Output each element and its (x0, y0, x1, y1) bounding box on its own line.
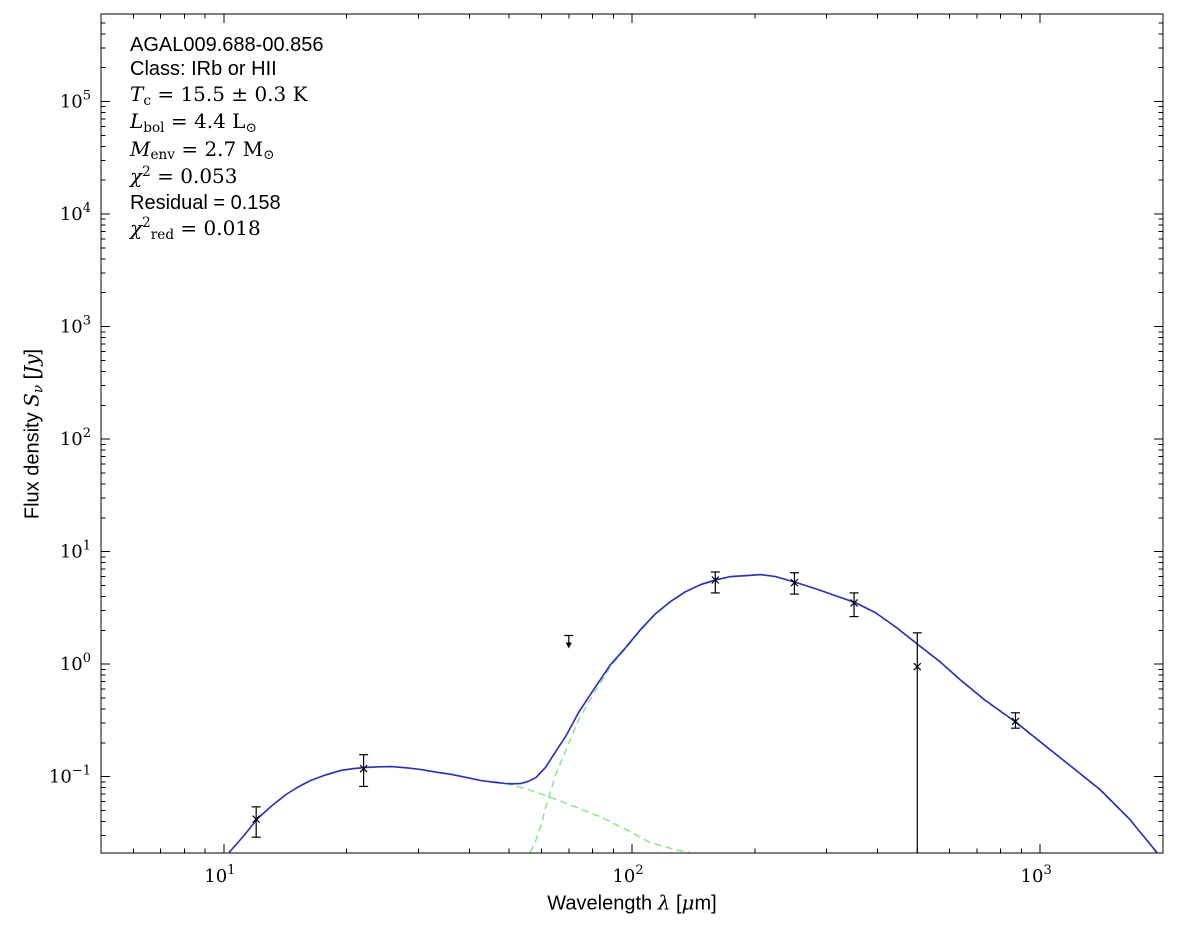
tick-label: 103 (1021, 863, 1052, 887)
tick-label: 104 (60, 201, 91, 225)
mass-line: Menv = 2.7 M⊙ (130, 136, 275, 164)
x-marker (913, 662, 922, 671)
axis-ticks (101, 14, 1163, 853)
data-point (1010, 712, 1020, 729)
temperature-line: Tc = 15.5 ± 0.3 K (130, 81, 308, 109)
fit-parameters-annotation: AGAL009.688-00.856 Class: IRb or HII Tc … (130, 33, 324, 243)
cold-component-curve (529, 574, 1158, 854)
residual-line: Residual = 0.158 (130, 192, 281, 215)
class-line: Class: IRb or HII (130, 58, 277, 81)
luminosity-line: Lbol = 4.4 L⊙ (130, 109, 257, 137)
y-axis-label: Flux density Sν [Jy] (19, 348, 47, 520)
tick-label: 10−1 (49, 764, 91, 788)
x-marker (1011, 717, 1020, 726)
x-marker (359, 764, 368, 773)
warm-component-curve (494, 780, 690, 854)
data-point (251, 806, 261, 838)
tick-label: 105 (60, 89, 91, 113)
tick-label: 100 (60, 651, 91, 675)
tick-label: 102 (60, 426, 91, 450)
chi2-line: χ2 = 0.053 (130, 163, 238, 189)
chi2red-line: χ2red = 0.018 (130, 215, 261, 243)
data-point (359, 754, 369, 788)
x-marker (711, 576, 720, 584)
model-curves (228, 573, 1158, 854)
tick-label: 102 (612, 863, 643, 887)
model-total-curve (228, 573, 1158, 854)
source-name: AGAL009.688-00.856 (130, 34, 324, 56)
data-point (912, 632, 922, 853)
data-point (710, 571, 720, 594)
upper-limit-marker (564, 634, 574, 649)
y-tick-labels: 105 104 103 102 101 100 10−1 (49, 89, 91, 788)
x-marker (252, 815, 261, 824)
data-point (849, 592, 859, 618)
data-points (251, 571, 1020, 853)
tick-label: 101 (60, 539, 91, 563)
data-point (789, 572, 799, 595)
x-marker (850, 599, 858, 607)
x-tick-labels: 101 102 103 (204, 863, 1051, 887)
tick-label: 101 (204, 863, 235, 887)
x-marker (790, 578, 799, 587)
x-axis-label: Wavelength λ [μm] (547, 890, 717, 915)
tick-label: 103 (60, 314, 91, 338)
